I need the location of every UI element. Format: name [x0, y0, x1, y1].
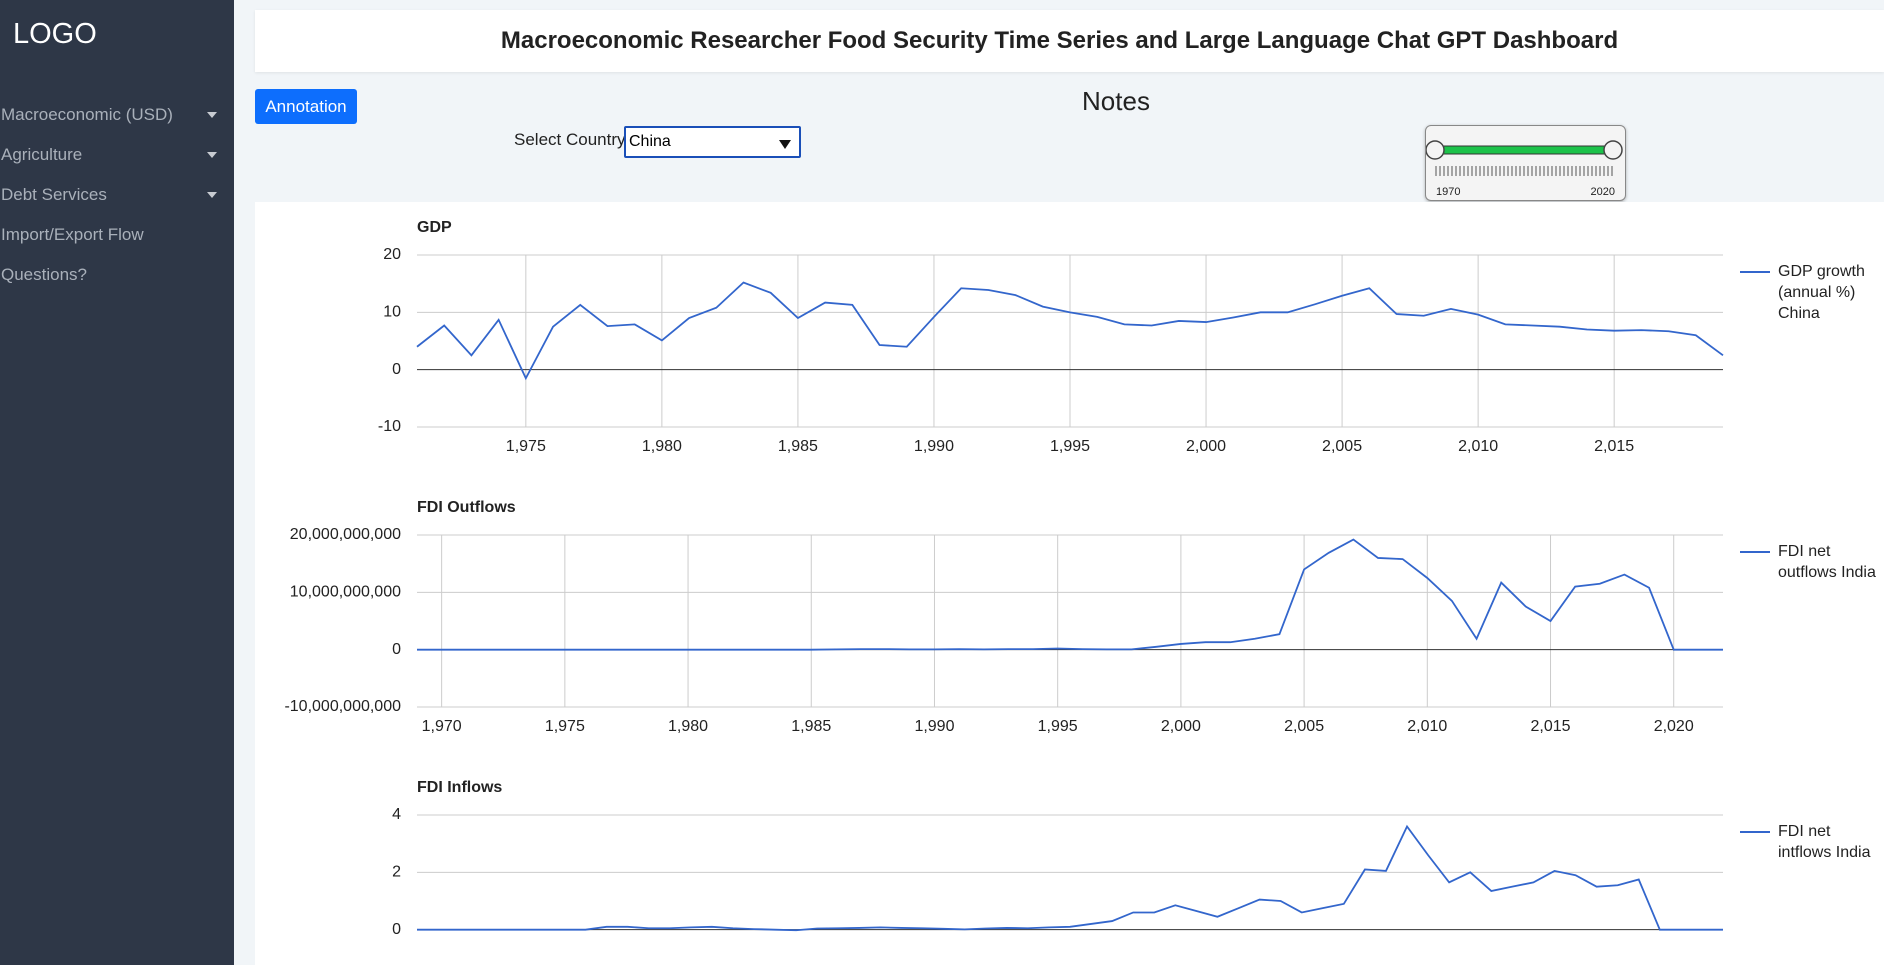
x-tick-label: 1,995 [1050, 438, 1090, 455]
x-tick-label: 2,000 [1161, 718, 1201, 735]
y-tick-label: 4 [392, 806, 401, 823]
x-tick-label: 2,010 [1407, 718, 1447, 735]
menu-item[interactable]: Import/Export Flow [1, 225, 221, 245]
x-tick-label: 1,990 [914, 718, 954, 735]
x-tick-label: 1,970 [422, 718, 462, 735]
country-value[interactable]: China [629, 133, 671, 150]
slider-max-label: 2020 [1590, 186, 1615, 198]
y-tick-label: 10 [383, 304, 401, 321]
x-tick-label: 2,020 [1654, 718, 1694, 735]
y-tick-label: 0 [392, 361, 401, 378]
y-tick-label: 20,000,000,000 [290, 526, 401, 543]
y-tick-label: -10 [378, 418, 401, 435]
menu-item[interactable]: Debt Services [1, 185, 221, 205]
chart-title: FDI Outflows [417, 499, 516, 516]
x-tick-label: 1,975 [545, 718, 585, 735]
x-tick-label: 1,990 [914, 438, 954, 455]
page-title: Macroeconomic Researcher Food Security T… [500, 27, 1619, 54]
logo: LOGO [13, 18, 97, 50]
grid [417, 814, 1723, 931]
x-tick-label: 1,985 [778, 438, 818, 455]
x-tick-label: 2,015 [1594, 438, 1634, 455]
country-select[interactable]: China [624, 126, 801, 158]
notes-title: Notes [1082, 86, 1150, 116]
menu-label[interactable]: Macroeconomic (USD) [1, 105, 173, 124]
x-tick-label: 1,975 [506, 438, 546, 455]
y-tick-label: 0 [392, 921, 401, 938]
x-tick-label: 2,005 [1322, 438, 1362, 455]
x-tick-label: 1,980 [642, 438, 682, 455]
menu-label[interactable]: Questions? [1, 265, 87, 284]
country-label: Select Country: [514, 130, 631, 149]
y-tick-label: -10,000,000,000 [284, 698, 401, 715]
y-tick-label: 2 [392, 864, 401, 881]
y-tick-label: 20 [383, 246, 401, 263]
x-tick-label: 1,980 [668, 718, 708, 735]
x-tick-label: 1,985 [791, 718, 831, 735]
x-tick-label: 2,010 [1458, 438, 1498, 455]
series-line [417, 824, 1723, 932]
sidebar: LOGO Macroeconomic (USD) Agriculture Deb… [0, 0, 234, 965]
x-tick-label: 2,015 [1530, 718, 1570, 735]
chart-title: GDP [417, 219, 452, 236]
x-tick-label: 2,000 [1186, 438, 1226, 455]
menu-label[interactable]: Import/Export Flow [1, 225, 144, 244]
menu-label[interactable]: Debt Services [1, 185, 107, 204]
menu-item[interactable]: Agriculture [1, 145, 221, 165]
chart-title: FDI Inflows [417, 779, 502, 796]
y-tick-label: 0 [392, 641, 401, 658]
x-tick-label: 2,005 [1284, 718, 1324, 735]
legend-entry: FDI net outflows India [1740, 541, 1878, 583]
legend-label: GDP growth (annual %) China [1778, 263, 1865, 322]
legend-entry: GDP growth (annual %) China [1740, 261, 1878, 324]
y-tick-label: 10,000,000,000 [290, 584, 401, 601]
legend-swatch [1740, 831, 1770, 833]
series-line [417, 538, 1723, 651]
legend-label: FDI net intflows India [1778, 823, 1871, 861]
menu-item[interactable]: Questions? [1, 265, 221, 285]
grid [417, 534, 1723, 708]
slider-min-label: 1970 [1436, 186, 1461, 198]
series-line [416, 281, 1724, 381]
year-slider[interactable]: 1970 2020 [1425, 125, 1626, 201]
grid [417, 254, 1723, 428]
annotation-button[interactable]: Annotation [255, 89, 357, 124]
menu-item[interactable]: Macroeconomic (USD) [1, 105, 221, 125]
legend-swatch [1740, 551, 1770, 553]
legend-entry: FDI net intflows India [1740, 821, 1878, 863]
header: Macroeconomic Researcher Food Security T… [255, 10, 1884, 72]
slider-track[interactable] [1426, 126, 1625, 200]
legend-swatch [1740, 271, 1770, 273]
legend-label: FDI net outflows India [1778, 543, 1876, 581]
x-tick-label: 1,995 [1038, 718, 1078, 735]
menu-label[interactable]: Agriculture [1, 145, 83, 164]
